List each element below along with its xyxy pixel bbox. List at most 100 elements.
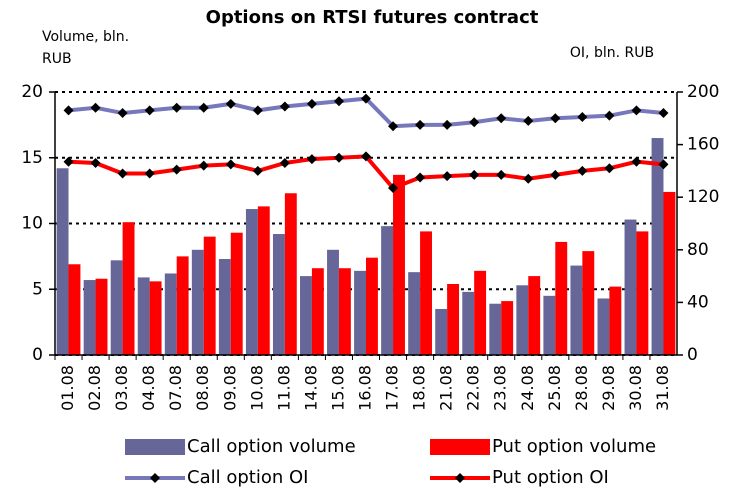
marker	[252, 165, 263, 176]
bar	[110, 260, 123, 355]
bar	[420, 231, 432, 355]
bar	[230, 232, 243, 355]
legend-label: Call option volume	[187, 436, 356, 457]
marker	[469, 169, 480, 180]
marker	[117, 168, 128, 179]
marker	[631, 105, 642, 116]
bar	[122, 222, 135, 355]
x-tick-label: 04.08	[139, 365, 158, 411]
bar	[311, 268, 324, 355]
y-axis-label: Volume, bln. RUB	[42, 29, 130, 67]
legend-label: Put option volume	[492, 436, 656, 457]
bar	[609, 286, 622, 355]
bar	[272, 234, 285, 355]
marker	[550, 113, 561, 124]
marker	[388, 121, 399, 132]
bar	[245, 209, 258, 355]
marker	[388, 182, 399, 193]
x-tick-label: 14.08	[301, 365, 320, 411]
marker	[415, 119, 426, 130]
legend-label: Put option OI	[492, 467, 609, 488]
y2-tick-label: 120	[687, 187, 719, 207]
bar	[501, 301, 514, 355]
bar	[327, 249, 339, 355]
x-tick-label: 31.08	[653, 365, 672, 411]
x-tick-label: 28.08	[572, 365, 591, 411]
bar	[636, 231, 649, 355]
bar	[393, 174, 405, 355]
bar	[354, 270, 366, 355]
marker	[225, 159, 236, 170]
bar	[489, 303, 502, 355]
marker	[252, 105, 263, 116]
marker	[658, 108, 669, 119]
bar	[624, 219, 637, 355]
bar	[300, 276, 312, 355]
marker	[198, 160, 209, 171]
legend-marker	[150, 473, 160, 483]
marker	[333, 96, 344, 107]
chart-title: Options on RTSI futures contract	[206, 7, 539, 28]
x-tick-label: 07.08	[166, 365, 185, 411]
x-tick-label: 29.08	[599, 365, 618, 411]
x-tick-label: 30.08	[626, 365, 645, 411]
x-tick-label: 25.08	[545, 365, 564, 411]
bar	[582, 251, 595, 355]
marker	[306, 98, 317, 109]
y2-tick-label: 200	[687, 82, 719, 102]
y-tick-label: 0	[32, 345, 43, 365]
y-tick-label: 15	[21, 148, 43, 168]
marker	[658, 159, 669, 170]
bar	[164, 273, 177, 355]
bar	[555, 241, 568, 355]
x-tick-label: 18.08	[410, 365, 429, 411]
marker	[144, 168, 155, 179]
x-tick-label: 23.08	[491, 365, 510, 411]
bar	[474, 270, 487, 355]
bar	[95, 278, 108, 355]
marker	[117, 108, 128, 119]
bar	[366, 257, 378, 355]
bar	[543, 295, 556, 355]
marker	[550, 169, 561, 180]
marker	[63, 156, 74, 167]
marker	[198, 102, 209, 113]
x-tick-label: 09.08	[220, 365, 239, 411]
marker	[604, 163, 615, 174]
marker	[496, 113, 507, 124]
bar	[137, 277, 150, 355]
y-tick-label: 10	[21, 214, 43, 234]
legend-label: Call option OI	[187, 467, 308, 488]
bar	[191, 249, 204, 355]
bar	[408, 272, 421, 355]
x-tick-label: 24.08	[518, 365, 537, 411]
marker	[63, 105, 74, 116]
bar	[338, 268, 351, 355]
x-tick-label: 02.08	[85, 365, 104, 411]
x-tick-label: 16.08	[356, 365, 375, 411]
marker	[442, 119, 453, 130]
bar	[597, 298, 610, 355]
marker	[577, 111, 588, 122]
y2-tick-label: 40	[687, 292, 709, 312]
y2-axis-label: OI, bln. RUB	[570, 45, 654, 61]
bar	[284, 193, 297, 355]
marker	[523, 115, 534, 126]
bar	[83, 280, 96, 355]
marker	[415, 172, 426, 183]
bar	[447, 283, 460, 355]
bar	[149, 281, 162, 355]
y-tick-label: 20	[21, 82, 43, 102]
marker	[442, 171, 453, 182]
marker	[279, 101, 290, 112]
marker	[496, 169, 507, 180]
bar	[528, 276, 541, 355]
bar	[257, 206, 270, 355]
y2-tick-label: 80	[687, 240, 709, 260]
y-tick-label: 5	[32, 279, 43, 299]
marker	[279, 158, 290, 169]
marker	[90, 158, 101, 169]
x-tick-label: 15.08	[328, 365, 347, 411]
legend-marker	[455, 473, 465, 483]
